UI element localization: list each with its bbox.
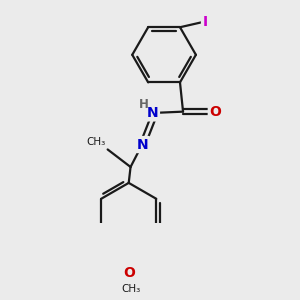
- Text: H: H: [139, 98, 149, 111]
- Text: O: O: [123, 266, 135, 280]
- Text: CH₃: CH₃: [121, 284, 140, 294]
- Text: I: I: [202, 15, 208, 29]
- Text: N: N: [137, 137, 148, 152]
- Text: N: N: [147, 106, 158, 120]
- Text: CH₃: CH₃: [86, 137, 105, 147]
- Text: O: O: [209, 105, 221, 118]
